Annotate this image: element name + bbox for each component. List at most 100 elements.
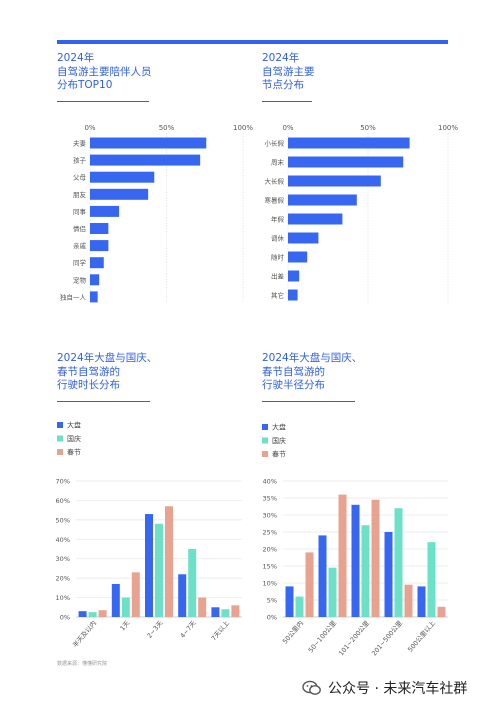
chart1-bar <box>90 274 100 286</box>
chart4-bar <box>338 494 347 617</box>
chart1-category-label: 独自一人 <box>60 292 87 301</box>
chart3-bar <box>211 607 220 617</box>
chart2-bar <box>288 194 357 206</box>
chart4-bar <box>384 532 393 617</box>
chart1-bar <box>90 171 155 183</box>
chart1-category-label: 朋友 <box>73 190 87 199</box>
chart4-legend-label: 春节 <box>272 450 286 459</box>
chart3-x-tick-label: 4~7天 <box>179 619 198 640</box>
chart3-legend-swatch <box>57 449 63 455</box>
watermark: 公众号 · 未来汽车社群 <box>302 676 498 700</box>
chart4-title-underline <box>262 401 355 402</box>
chart4-y-tick-label: 0% <box>267 614 277 622</box>
chart4-legend-label: 大盘 <box>272 423 286 432</box>
chart2-tick-label: 100% <box>438 124 458 132</box>
chart3-bar <box>188 549 197 617</box>
chart3-x-tick-label: 2~3天 <box>145 619 164 640</box>
chart2-category-label: 其它 <box>271 291 284 300</box>
chart1-category-label: 宠物 <box>73 275 87 284</box>
chart4-y-tick-label: 25% <box>263 529 277 537</box>
chart4-title-line2: 春节自驾游的 <box>262 365 325 378</box>
chart4-legend-label: 国庆 <box>272 436 286 445</box>
chart3-bar <box>155 523 163 617</box>
chart1-title-line2: 自驾游主要陪伴人员 <box>57 65 152 78</box>
chart2-bar <box>288 289 298 301</box>
chart4-y-tick-label: 5% <box>267 597 277 605</box>
chart3-y-tick-label: 40% <box>56 536 70 544</box>
chart4-bar <box>361 525 370 617</box>
chart3-bar <box>145 514 153 617</box>
chart3-bar <box>88 612 97 617</box>
chart2-bar <box>288 251 308 263</box>
chart3-y-tick-label: 30% <box>56 555 70 563</box>
chart3-y-tick-label: 10% <box>56 594 70 602</box>
chart2-category-label: 调休 <box>271 234 285 243</box>
chart3-legend-label: 春节 <box>67 448 81 457</box>
chart2-category-label: 随时 <box>271 253 285 262</box>
chart2-category-label: 年假 <box>271 215 285 224</box>
chart4-x-tick-label: 201~500公里 <box>370 619 404 658</box>
chart3-x-tick-label: 7天以上 <box>209 618 231 642</box>
chart3-legend-label: 大盘 <box>67 421 81 430</box>
chart2-bar <box>288 213 343 225</box>
chart3-bar <box>231 605 240 617</box>
chart4-y-tick-label: 35% <box>263 495 277 503</box>
top-accent-bar <box>57 40 448 44</box>
watermark-text: 公众号 · 未来汽车社群 <box>328 681 468 697</box>
chart3-bar <box>221 609 230 617</box>
chart1-title-underline <box>57 101 149 102</box>
chart4-bar <box>437 606 446 617</box>
chart4-legend-swatch <box>262 451 268 457</box>
chart3-bar <box>131 572 140 617</box>
chart3-bar <box>78 611 87 617</box>
chart4-y-tick-label: 20% <box>263 546 277 554</box>
chart3-legend-label: 国庆 <box>67 434 81 443</box>
chart4-bar <box>285 586 294 617</box>
chart4-legend-swatch <box>262 437 268 444</box>
chart1-category-label: 亲戚 <box>73 241 87 250</box>
chart1-title-line3: 分布TOP10 <box>57 79 113 91</box>
chart4-x-tick-label: 50~100公里 <box>307 619 339 654</box>
chart2-bar <box>288 137 410 149</box>
chart2-bar <box>288 232 319 244</box>
chart4-x-tick-label: 101~200公里 <box>337 619 371 658</box>
chart2-bar <box>288 156 404 168</box>
chart1-category-label: 父母 <box>73 174 87 182</box>
chart3-legend-swatch <box>57 422 63 428</box>
chart1-tick-label: 0% <box>84 124 95 132</box>
chart4-bar <box>328 567 337 617</box>
wechat-icon <box>302 680 322 696</box>
chart3-y-tick-label: 70% <box>56 478 70 486</box>
chart3-title-line3: 行驶时长分布 <box>57 379 120 391</box>
chart4-bar <box>371 499 380 617</box>
chart4-bar <box>427 542 436 617</box>
chart2-title-line3: 节点分布 <box>262 79 304 91</box>
chart1-bar <box>90 240 109 252</box>
chart4-bar <box>318 535 327 617</box>
chart3-bar <box>178 574 187 617</box>
chart4-title-line3: 行驶半径分布 <box>262 379 325 391</box>
chart2-title: 2024年 自驾游主要 节点分布 <box>262 52 315 93</box>
chart1-category-label: 孩子 <box>73 156 87 165</box>
chart4-bar <box>305 552 314 617</box>
chart1-bar <box>90 257 104 269</box>
chart3-bar <box>111 583 120 617</box>
chart4-bar <box>404 584 413 617</box>
chart1-bar <box>90 137 207 149</box>
chart4-y-tick-label: 15% <box>263 563 277 571</box>
chart2-title-underline <box>262 101 312 102</box>
chart2-category-label: 周末 <box>271 158 285 167</box>
chart4-bar <box>351 504 360 617</box>
source-note: 数据来源：懂懂研究院 <box>57 661 108 667</box>
chart2-title-line1: 2024年 <box>262 52 300 64</box>
chart3-y-tick-label: 20% <box>56 575 70 583</box>
chart3-y-tick-label: 0% <box>60 614 70 622</box>
chart4-y-tick-label: 10% <box>263 580 277 588</box>
chart4-y-tick-label: 30% <box>263 512 277 520</box>
chart1-bar <box>90 291 98 303</box>
chart4-bar <box>295 596 304 617</box>
chart4-y-tick-label: 40% <box>263 478 277 486</box>
chart2-category-label: 出差 <box>271 272 285 281</box>
chart2-bar <box>288 270 300 282</box>
